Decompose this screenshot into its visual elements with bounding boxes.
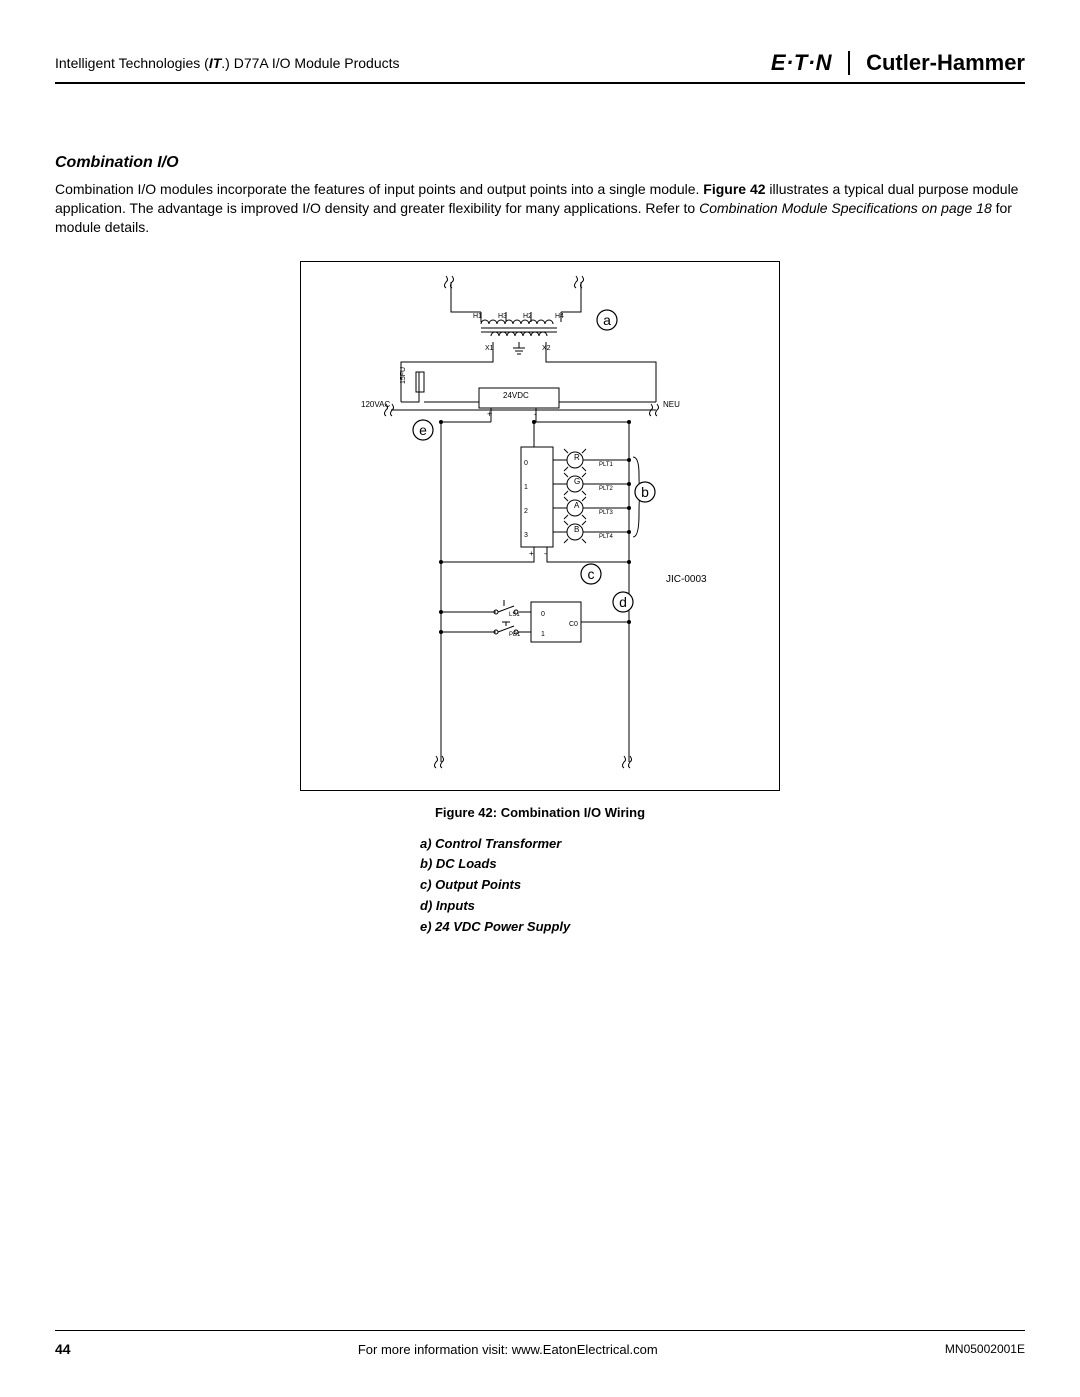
legend-c: c) Output Points (420, 875, 690, 896)
svg-text:-: - (534, 409, 537, 419)
svg-text:1: 1 (541, 631, 545, 638)
svg-text:X2: X2 (542, 345, 551, 352)
svg-text:d: d (619, 594, 627, 610)
brand-cutler-hammer: Cutler-Hammer (866, 50, 1025, 76)
svg-text:+: + (487, 409, 492, 419)
document-id: MN05002001E (945, 1342, 1025, 1356)
legend-b: b) DC Loads (420, 854, 690, 875)
svg-text:c: c (588, 566, 595, 582)
figure-caption: Figure 42: Combination I/O Wiring (435, 805, 645, 820)
svg-text:LS1: LS1 (509, 612, 520, 618)
brand-eaton: E·T·N (771, 50, 832, 76)
svg-text:R: R (574, 453, 580, 462)
figure-legend: a) Control Transformer b) DC Loads c) Ou… (390, 834, 690, 938)
svg-text:G: G (574, 477, 580, 486)
svg-text:PLT3: PLT3 (599, 510, 614, 516)
svg-text:0: 0 (524, 460, 528, 467)
svg-text:PB1: PB1 (509, 632, 521, 638)
svg-text:0: 0 (541, 611, 545, 618)
legend-d: d) Inputs (420, 896, 690, 917)
svg-text:H4: H4 (555, 313, 564, 320)
svg-text:NEU: NEU (663, 400, 680, 409)
legend-a: a) Control Transformer (420, 834, 690, 855)
footer-info: For more information visit: www.EatonEle… (358, 1342, 658, 1357)
para-a: Combination I/O modules incorporate the … (55, 181, 703, 197)
svg-text:+: + (529, 549, 534, 558)
figure-ref: Figure 42 (703, 181, 765, 197)
svg-text:H1: H1 (473, 313, 482, 320)
svg-text:2: 2 (524, 508, 528, 515)
svg-text:H3: H3 (498, 313, 507, 320)
svg-text:H2: H2 (523, 313, 532, 320)
svg-text:15FU: 15FU (400, 367, 407, 384)
page-number: 44 (55, 1341, 71, 1357)
svg-text:JIC-0003: JIC-0003 (666, 574, 707, 585)
svg-text:a: a (603, 312, 611, 328)
svg-text:3: 3 (524, 532, 528, 539)
svg-text:e: e (419, 422, 427, 438)
header-brands: E·T·N Cutler-Hammer (771, 50, 1025, 76)
svg-text:X1: X1 (485, 345, 494, 352)
body-paragraph: Combination I/O modules incorporate the … (55, 180, 1025, 237)
svg-text:PLT4: PLT4 (599, 534, 614, 540)
para-ital: Combination Module Specifications on pag… (699, 200, 992, 216)
svg-text:C0: C0 (569, 621, 578, 628)
svg-text:b: b (641, 484, 649, 500)
header-text-b: .) D77A I/O Module Products (221, 55, 399, 71)
svg-text:A: A (574, 501, 580, 510)
legend-e: e) 24 VDC Power Supply (420, 917, 690, 938)
svg-text:B: B (574, 525, 579, 534)
section-title: Combination I/O (55, 154, 1025, 172)
svg-text:24VDC: 24VDC (503, 391, 529, 400)
header-text-it: IT (209, 55, 221, 71)
header-product-line: Intelligent Technologies (IT.) D77A I/O … (55, 55, 400, 71)
page-footer: 44 For more information visit: www.Eaton… (55, 1330, 1025, 1357)
svg-text:1: 1 (524, 484, 528, 491)
wiring-diagram: a b c d e H1 H3 H2 H4 X1 X2 15FU 120VAC 24VDC NEU + - 0 1 2… (300, 261, 780, 791)
svg-text:PLT1: PLT1 (599, 462, 614, 468)
header-text-a: Intelligent Technologies ( (55, 55, 209, 71)
page-header: Intelligent Technologies (IT.) D77A I/O … (55, 50, 1025, 84)
figure-container: a b c d e H1 H3 H2 H4 X1 X2 15FU 120VAC 24VDC NEU + - 0 1 2… (55, 261, 1025, 938)
svg-text:120VAC: 120VAC (361, 400, 390, 409)
brand-divider (848, 51, 850, 75)
svg-text:-: - (544, 549, 547, 558)
svg-text:PLT2: PLT2 (599, 486, 614, 492)
